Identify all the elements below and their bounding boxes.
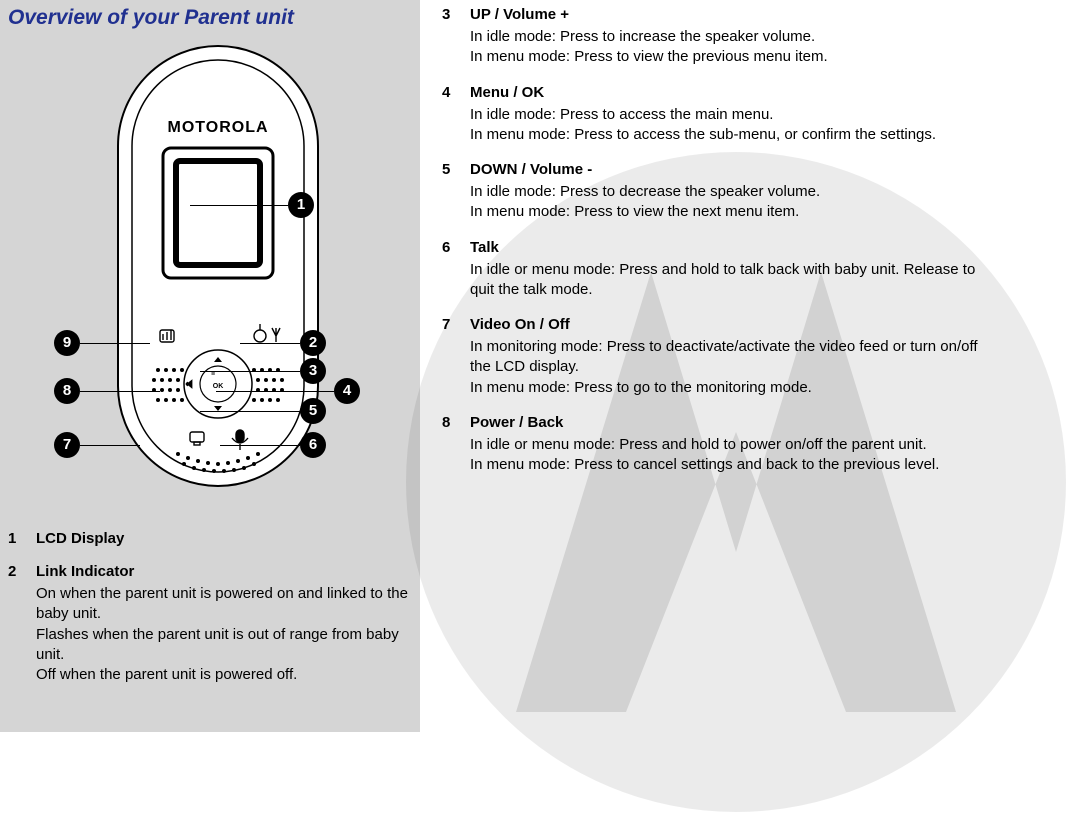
callout-line-3 <box>200 371 300 372</box>
item-desc: In idle or menu mode: Press and hold to … <box>470 435 1002 476</box>
item-num: 2 <box>8 563 22 580</box>
item-num: 8 <box>442 414 456 431</box>
item-label: Talk <box>470 239 499 256</box>
item-desc: In idle mode: Press to increase the spea… <box>470 27 1002 68</box>
callout-line-5 <box>200 411 300 412</box>
callout-badge-9: 9 <box>54 330 80 356</box>
page-title: Overview of your Parent unit <box>8 6 294 30</box>
callout-line-7 <box>80 445 140 446</box>
callout-badge-5: 5 <box>300 398 326 424</box>
item-desc: On when the parent unit is powered on an… <box>36 584 412 685</box>
item-head-3: 3 UP / Volume + <box>442 6 1002 23</box>
callout-badge-7: 7 <box>54 432 80 458</box>
item-head-5: 5 DOWN / Volume - <box>442 161 1002 178</box>
callout-line-1 <box>190 205 288 206</box>
item-1: 1 LCD Display <box>8 530 412 547</box>
item-8: 8 Power / Back In idle or menu mode: Press… <box>442 414 1002 476</box>
item-num: 7 <box>442 316 456 333</box>
callout-badge-3: 3 <box>300 358 326 384</box>
svg-text:OK: OK <box>213 383 224 390</box>
item-4: 4 Menu / OK In idle mode: Press to access … <box>442 84 1002 146</box>
item-label: Video On / Off <box>470 316 570 333</box>
item-head-6: 6 Talk <box>442 239 1002 256</box>
item-label: Link Indicator <box>36 563 134 580</box>
right-column: 3 UP / Volume + In idle mode: Press to inc… <box>442 6 1002 491</box>
item-num: 5 <box>442 161 456 178</box>
item-label: UP / Volume + <box>470 6 569 23</box>
item-6: 6 Talk In idle or menu mode: Press and hol… <box>442 239 1002 301</box>
item-desc: In idle mode: Press to access the main m… <box>470 105 1002 146</box>
callout-line-8 <box>80 391 160 392</box>
svg-text:≡: ≡ <box>211 371 215 378</box>
item-5: 5 DOWN / Volume - In idle mode: Press to d… <box>442 161 1002 223</box>
item-desc: In idle or menu mode: Press and hold to … <box>470 260 1002 301</box>
callout-badge-8: 8 <box>54 378 80 404</box>
callout-line-9 <box>80 343 150 344</box>
item-desc: In idle mode: Press to decrease the spea… <box>470 182 1002 223</box>
item-label: Power / Back <box>470 414 563 431</box>
item-label: LCD Display <box>36 530 124 547</box>
callout-line-2 <box>240 343 300 344</box>
item-head-2: 2 Link Indicator <box>8 563 412 580</box>
item-num: 4 <box>442 84 456 101</box>
item-7: 7 Video On / Off In monitoring mode: Press… <box>442 316 1002 398</box>
callout-line-4 <box>216 391 334 392</box>
left-column: 1 LCD Display 2 Link Indicator On when the p… <box>8 530 412 701</box>
item-head-1: 1 LCD Display <box>8 530 412 547</box>
item-3: 3 UP / Volume + In idle mode: Press to inc… <box>442 6 1002 68</box>
item-label: DOWN / Volume - <box>470 161 592 178</box>
item-2: 2 Link Indicator On when the parent unit i… <box>8 563 412 685</box>
callout-badge-6: 6 <box>300 432 326 458</box>
brand-text: MOTOROLA <box>167 119 268 136</box>
item-head-4: 4 Menu / OK <box>442 84 1002 101</box>
item-label: Menu / OK <box>470 84 544 101</box>
item-num: 3 <box>442 6 456 23</box>
callout-line-6 <box>220 445 300 446</box>
item-num: 6 <box>442 239 456 256</box>
callout-badge-2: 2 <box>300 330 326 356</box>
item-num: 1 <box>8 530 22 547</box>
item-head-8: 8 Power / Back <box>442 414 1002 431</box>
device-illustration: MOTOROLA OK ≡ <box>108 36 328 496</box>
callout-badge-4: 4 <box>334 378 360 404</box>
item-head-7: 7 Video On / Off <box>442 316 1002 333</box>
item-desc: In monitoring mode: Press to deactivate/… <box>470 337 1002 398</box>
callout-badge-1: 1 <box>288 192 314 218</box>
